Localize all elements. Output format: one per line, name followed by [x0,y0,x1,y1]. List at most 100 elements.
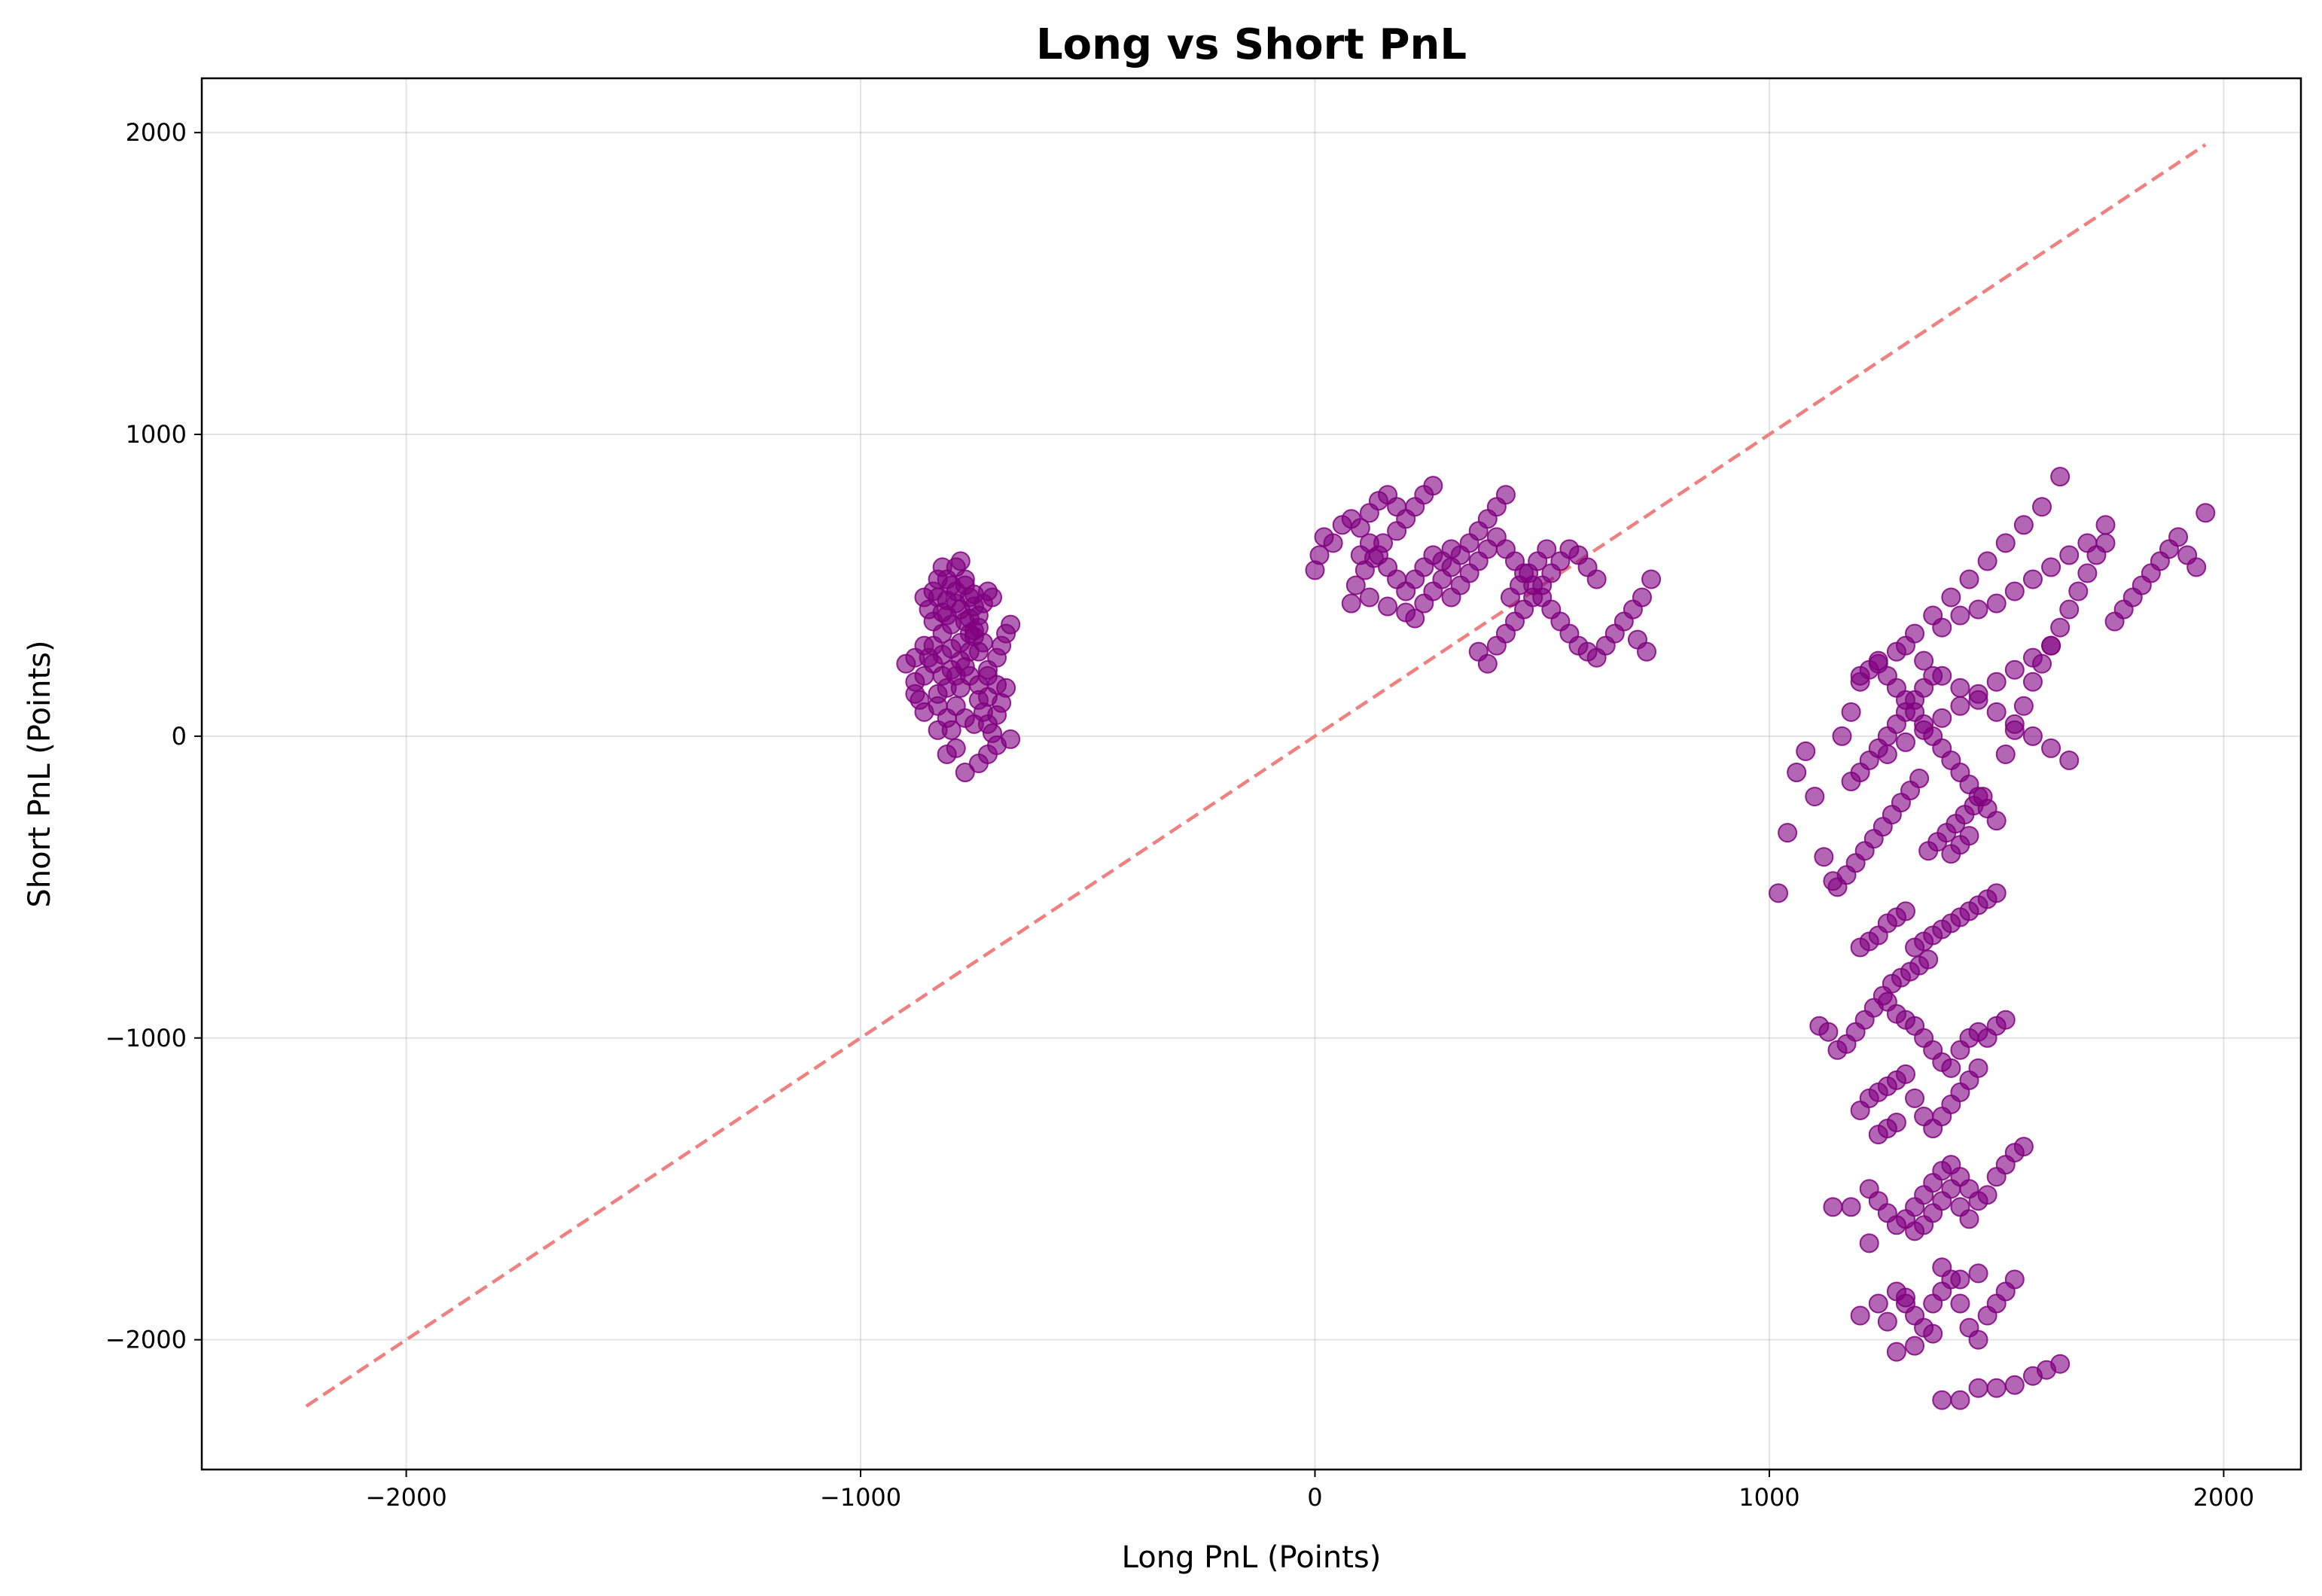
scatter-point [2022,726,2043,746]
scatter-point [2013,696,2034,716]
scatter-point [2013,515,2034,535]
scatter-point [941,659,961,680]
scatter-point [1986,883,2007,903]
scatter-point [1827,1040,1848,1060]
scatter-point [964,714,984,734]
scatter-point [1895,901,1915,921]
scatter-point [1787,762,1807,782]
scatter-point [1914,720,1934,740]
x-tick-label: −2000 [365,1483,446,1512]
y-tick-label: −2000 [105,1326,187,1354]
scatter-point [1323,533,1343,553]
scatter-point [1977,1185,1997,1205]
scatter-point [2004,659,2025,680]
scatter-point [968,617,989,638]
scatter-point [1973,787,1993,807]
x-tick-label: −1000 [820,1483,901,1512]
scatter-point [2041,557,2061,577]
scatter-point [1986,702,2007,722]
scatter-point [2032,497,2052,517]
x-axis-ticks: −2000 −1000 0 1000 2000 [365,1470,2254,1512]
scatter-point [1968,1378,1988,1398]
scatter-point [1637,641,1657,662]
scatter-point [1886,1113,1906,1133]
scatter-point [1537,539,1557,559]
scatter-point [914,635,934,656]
scatter-point [941,614,961,635]
scatter-point [1441,539,1461,559]
scatter-point [2004,1375,2025,1395]
scatter-point [2095,533,2116,553]
y-axis-label: Short PnL (Points) [23,640,57,907]
y-tick-label: −1000 [105,1024,187,1052]
scatter-point [968,641,989,662]
scatter-point [2196,503,2216,523]
chart-title: Long vs Short PnL [1036,20,1467,69]
scatter-point [1986,811,2007,831]
scatter-point [1378,596,1398,617]
scatter-point [2050,617,2071,638]
scatter-point [1941,1179,1961,1199]
scatter-point [1905,1336,1925,1356]
scatter-point [1909,769,1930,789]
scatter-point [1632,587,1652,608]
x-tick-label: 2000 [2193,1483,2254,1512]
scatter-point [1986,1378,2007,1398]
scatter-point [1995,533,2016,553]
scatter-point [1941,1058,1961,1078]
scatter-point [2022,647,2043,668]
scatter-point [1387,521,1407,541]
scatter-point [1932,1257,1952,1278]
scatter-point [1796,741,1816,761]
scatter-point [2004,714,2025,734]
scatter-point [1895,635,1915,656]
scatter-point [950,551,971,571]
scatter-point [1950,1293,1970,1314]
scatter-point [1832,726,1852,746]
scatter-point [937,744,957,764]
scatter-point [1968,1329,1988,1350]
scatter-point [2041,738,2061,758]
scatter-point [928,720,948,740]
scatter-point [955,762,975,782]
scatter-point [1977,551,1997,571]
grid-lines [202,78,2301,1470]
x-tick-label: 0 [1307,1483,1322,1512]
scatter-point [964,584,984,605]
scatter-point [2022,569,2043,589]
scatter-point [1950,1390,1970,1410]
scatter-point [1959,826,1979,846]
scatter-point [1950,605,1970,626]
scatter-point [2050,467,2071,487]
scatter-point [1914,650,1934,671]
scatter-point [1877,1311,1897,1332]
scatter-point [1941,587,1961,608]
scatter-point [1950,678,1970,698]
scatter-point [1345,575,1366,595]
scatter-point [2004,1269,2025,1290]
reference-line [305,143,2207,1408]
scatter-point [1995,744,2016,764]
scatter-point [968,753,989,773]
scatter-point [1805,787,1825,807]
scatter-point [2068,581,2089,602]
scatter-point [1641,569,1662,589]
scatter-point [1423,476,1443,496]
scatter-point [1959,569,1979,589]
x-tick-label: 1000 [1738,1483,1799,1512]
scatter-point [1995,1010,2016,1030]
y-tick-label: 0 [172,722,187,751]
scatter-point [2077,533,2098,553]
scatter-point [1968,1058,1988,1078]
scatter-point [1868,1293,1888,1314]
scatter-point [1405,608,1425,629]
scatter-point [2022,672,2043,692]
scatter-point [2041,635,2061,656]
scatter-point [1986,593,2007,614]
scatter-point [1986,672,2007,692]
scatter-point [1841,1197,1861,1217]
scatter-point [1495,485,1516,505]
scatter-point [1841,702,1861,722]
scatter-point [1968,599,1988,620]
